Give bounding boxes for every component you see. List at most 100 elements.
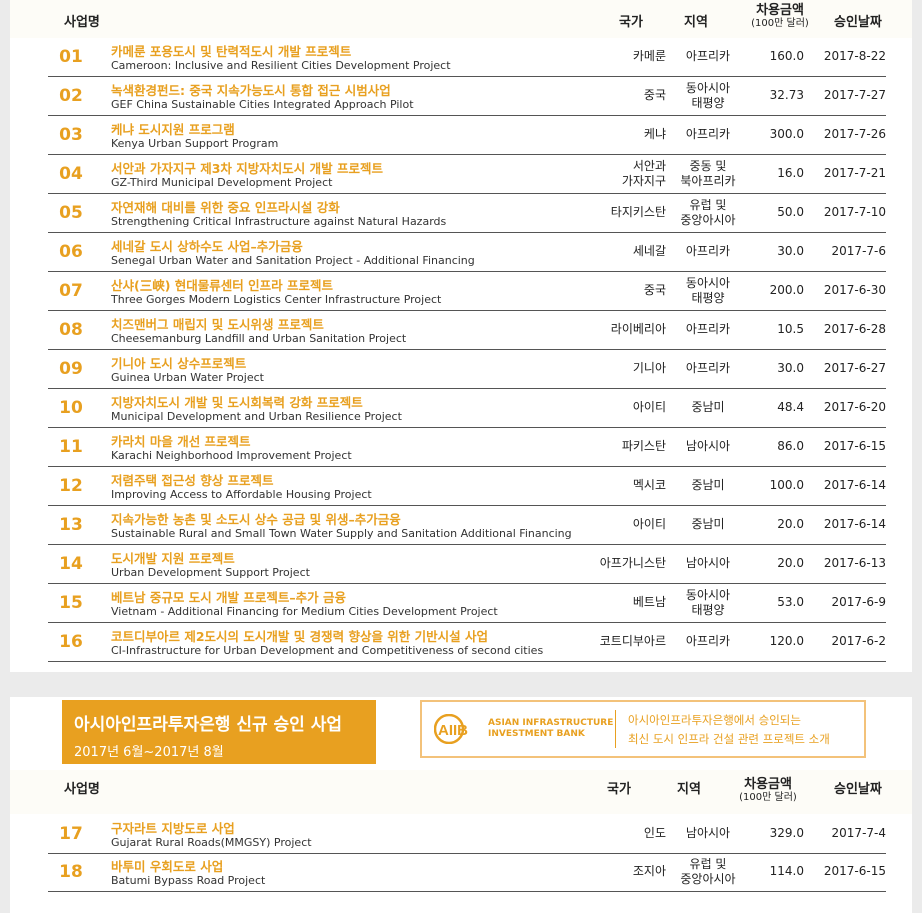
date-cell: 2017-6-13 <box>823 556 886 570</box>
col-amount-label: 차용금액 <box>756 3 804 18</box>
project-name-en: Three Gorges Modern Logistics Center Inf… <box>111 293 442 306</box>
amount-cell: 32.73 <box>769 88 804 102</box>
country-cell-line: 서안과 <box>632 159 666 173</box>
project-name-en: CI-Infrastructure for Urban Development … <box>111 644 544 657</box>
country-cell: 중국 <box>576 283 666 298</box>
date-cell: 2017-6-14 <box>823 478 886 492</box>
region-cell: 남아시아 <box>668 439 748 454</box>
country-cell: 타지키스탄 <box>576 205 666 220</box>
region-cell-line: 유럽 및 <box>689 198 727 212</box>
country-cell: 세네갈 <box>576 244 666 259</box>
banner-period: 2017년 6월~2017년 8월 <box>74 745 224 760</box>
table-row: 18 바투미 우회도로 사업 Batumi Bypass Road Project 조… <box>48 853 886 892</box>
country-cell: 아이티 <box>576 517 666 532</box>
section-banner: 아시아인프라투자은행 신규 승인 사업 2017년 6월~2017년 8월 <box>62 700 376 764</box>
col-amount-label: 차용금액 <box>744 777 792 792</box>
project-name-kr: 케냐 도시지원 프로그램 <box>111 122 235 137</box>
col-project: 사업명 <box>64 15 100 30</box>
table-row: 12 저렴주택 접근성 향상 프로젝트 Improving Access to Af… <box>48 467 886 506</box>
country-cell-line: 기니아 <box>632 361 666 375</box>
region-cell-line: 동아시아 <box>685 81 731 95</box>
country-cell-line: 조지아 <box>632 864 666 878</box>
project-name-kr: 베트남 중규모 도시 개발 프로젝트–추가 금융 <box>111 590 347 605</box>
col-date: 승인날짜 <box>834 15 882 30</box>
country-cell-line: 세네갈 <box>632 244 666 258</box>
project-name-kr: 저렴주택 접근성 향상 프로젝트 <box>111 473 274 488</box>
country-cell: 기니아 <box>576 361 666 376</box>
aiib-divider <box>615 710 616 748</box>
row-number: 16 <box>59 632 83 652</box>
region-cell-line: 아프리카 <box>685 634 731 648</box>
aiib-desc-line1: 아시아인프라투자은행에서 승인되는 <box>628 713 801 727</box>
region-cell: 아프리카 <box>668 49 748 64</box>
project-name-en: GEF China Sustainable Cities Integrated … <box>111 98 414 111</box>
date-cell: 2017-6-2 <box>831 634 886 648</box>
region-cell: 중남미 <box>668 478 748 493</box>
country-cell: 라이베리아 <box>576 322 666 337</box>
col-project: 사업명 <box>64 782 100 797</box>
amount-cell: 120.0 <box>769 634 804 648</box>
region-cell: 중동 및 북아프리카 <box>668 159 748 189</box>
project-name-en: Batumi Bypass Road Project <box>111 874 266 887</box>
table-row: 03 케냐 도시지원 프로그램 Kenya Urban Support Progra… <box>48 116 886 155</box>
country-cell-line: 중국 <box>643 88 666 102</box>
date-cell: 2017-6-30 <box>823 283 886 297</box>
amount-cell: 114.0 <box>769 864 804 878</box>
region-cell-line: 중남미 <box>691 478 725 492</box>
region-cell: 남아시아 <box>668 556 748 571</box>
country-cell-line: 중국 <box>643 283 666 297</box>
amount-cell: 86.0 <box>777 439 804 453</box>
project-name-kr: 기니아 도시 상수프로젝트 <box>111 356 247 371</box>
project-name-kr: 치즈맨버그 매립지 및 도시위생 프로젝트 <box>111 317 324 332</box>
col-country: 국가 <box>607 782 631 797</box>
country-cell-line: 파키스탄 <box>621 439 666 453</box>
region-cell: 남아시아 <box>668 826 748 841</box>
country-cell-line: 아이티 <box>632 517 666 531</box>
banner-title: 아시아인프라투자은행 신규 승인 사업 <box>74 715 342 735</box>
country-cell: 중국 <box>576 88 666 103</box>
table-row: 01 카메룬 포용도시 및 탄력적도시 개발 프로젝트 Cameroon: Incl… <box>48 38 886 77</box>
col-country: 국가 <box>619 15 643 30</box>
region-cell: 아프리카 <box>668 361 748 376</box>
region-cell: 동아시아 태평양 <box>668 588 748 618</box>
region-cell-line: 아프리카 <box>685 127 731 141</box>
country-cell-line: 가자지구 <box>621 174 666 188</box>
col-amount-unit: (100만 달러) <box>739 792 797 803</box>
project-name-kr: 서안과 가자지구 제3차 지방자치도시 개발 프로젝트 <box>111 161 383 176</box>
project-name-en: Urban Development Support Project <box>111 566 310 579</box>
region-cell-line: 중앙아시아 <box>680 872 736 886</box>
country-cell: 파키스탄 <box>576 439 666 454</box>
amount-cell: 200.0 <box>769 283 804 297</box>
country-cell: 인도 <box>576 826 666 841</box>
project-name-en: Improving Access to Affordable Housing P… <box>111 488 372 501</box>
table-row: 10 지방자치도시 개발 및 도시회복력 강화 프로젝트 Municipal Dev… <box>48 389 886 428</box>
country-cell-line: 베트남 <box>632 595 666 609</box>
amount-cell: 300.0 <box>769 127 804 141</box>
country-cell: 조지아 <box>576 864 666 879</box>
date-cell: 2017-6-20 <box>823 400 886 414</box>
project-name-kr: 도시개발 지원 프로젝트 <box>111 551 235 566</box>
region-cell-line: 동아시아 <box>685 588 731 602</box>
country-cell: 케냐 <box>576 127 666 142</box>
aiib-bank-name: ASIAN INFRASTRUCTURE INVESTMENT BANK <box>488 718 613 740</box>
row-number: 01 <box>59 47 83 67</box>
project-name-kr: 자연재해 대비를 위한 중요 인프라시설 강화 <box>111 200 340 215</box>
country-cell: 베트남 <box>576 595 666 610</box>
region-cell-line: 중앙아시아 <box>680 213 736 227</box>
table-row: 17 구자라트 지방도로 사업 Gujarat Rural Roads(MMGSY)… <box>48 815 886 854</box>
amount-cell: 30.0 <box>777 361 804 375</box>
date-cell: 2017-6-9 <box>831 595 886 609</box>
region-cell-line: 태평양 <box>691 291 725 305</box>
country-cell-line: 카메룬 <box>632 49 666 63</box>
aiib-info-box: AIIB ASIAN INFRASTRUCTURE INVESTMENT BAN… <box>420 700 866 758</box>
project-name-en: Vietnam - Additional Financing for Mediu… <box>111 605 498 618</box>
row-number: 12 <box>59 476 83 496</box>
region-cell: 중남미 <box>668 517 748 532</box>
country-cell: 코트디부아르 <box>576 634 666 649</box>
project-name-kr: 지속가능한 농촌 및 소도시 상수 공급 및 위생–추가금융 <box>111 512 401 527</box>
country-cell: 멕시코 <box>576 478 666 493</box>
region-cell-line: 중남미 <box>691 400 725 414</box>
row-number: 04 <box>59 164 83 184</box>
amount-cell: 30.0 <box>777 244 804 258</box>
row-number: 08 <box>59 320 83 340</box>
